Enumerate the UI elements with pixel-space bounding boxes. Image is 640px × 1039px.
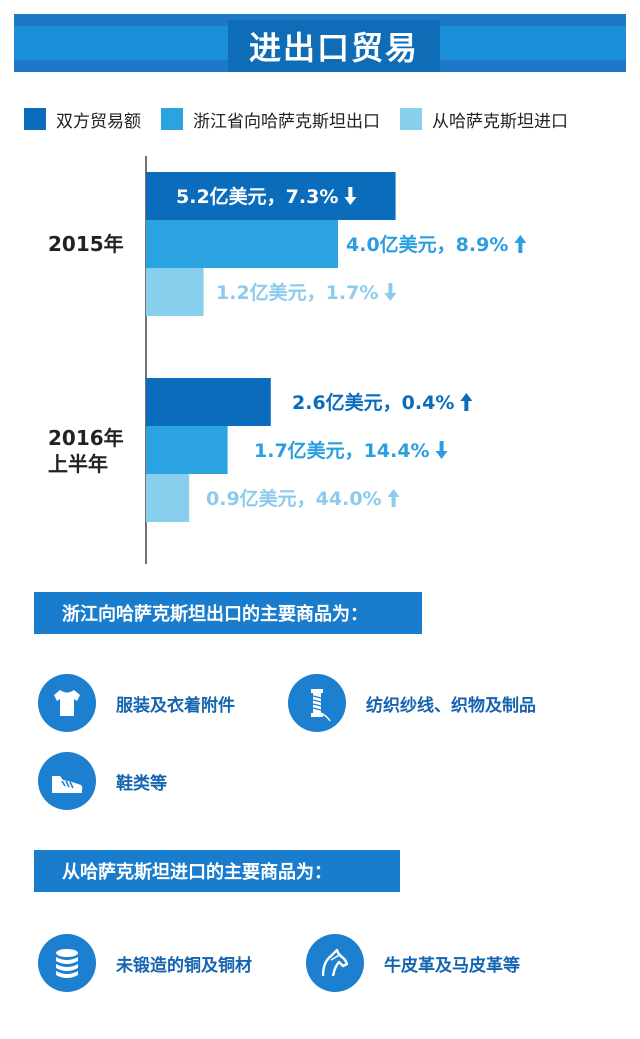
trade-bar-chart: 2015年 5.2亿美元，7.3% 4.0亿美元，8.9% 1.2亿美元，1.7% 20… bbox=[48, 156, 527, 564]
legend-swatch-import bbox=[400, 108, 422, 130]
copper-stack-icon bbox=[38, 934, 96, 992]
arrow-up-icon bbox=[387, 489, 400, 507]
legend-item-total: 双方贸易额 bbox=[24, 107, 141, 132]
bar-value-label: 1.7亿美元，14.4% bbox=[254, 439, 430, 462]
import-item-copper-label: 未锻造的铜及铜材 bbox=[116, 955, 252, 976]
arrow-down-icon bbox=[435, 441, 448, 459]
export-item-textile: 纺织纱线、织物及制品 bbox=[288, 674, 536, 732]
arrow-down-icon bbox=[384, 283, 397, 301]
export-item-shoes-label: 鞋类等 bbox=[116, 773, 167, 794]
bar-value-label: 5.2亿美元，7.3% bbox=[176, 185, 338, 208]
legend-swatch-total bbox=[24, 108, 46, 130]
exports-section-header: 浙江向哈萨克斯坦出口的主要商品为： bbox=[34, 592, 422, 634]
arrow-up-icon bbox=[460, 393, 473, 411]
legend-label-total: 双方贸易额 bbox=[56, 111, 141, 132]
bar bbox=[146, 474, 190, 522]
export-item-clothing-label: 服装及衣着附件 bbox=[116, 695, 235, 716]
bar bbox=[146, 268, 204, 316]
export-item-textile-label: 纺织纱线、织物及制品 bbox=[366, 695, 536, 716]
bar bbox=[146, 426, 228, 474]
export-item-shoes: 鞋类等 bbox=[38, 752, 167, 810]
bar bbox=[146, 172, 396, 220]
arrow-up-icon bbox=[514, 235, 527, 253]
year-label: 2016年 bbox=[48, 426, 124, 450]
export-item-clothing: 服装及衣着附件 bbox=[38, 674, 235, 732]
tshirt-icon bbox=[38, 674, 96, 732]
bar-value-label: 4.0亿美元，8.9% bbox=[346, 233, 508, 256]
horse-icon bbox=[306, 934, 364, 992]
legend-item-export: 浙江省向哈萨克斯坦出口 bbox=[161, 107, 380, 132]
import-item-leather: 牛皮革及马皮革等 bbox=[306, 934, 520, 992]
bar bbox=[146, 378, 271, 426]
imports-section-header: 从哈萨克斯坦进口的主要商品为： bbox=[34, 850, 400, 892]
year-label: 上半年 bbox=[48, 452, 108, 476]
legend-swatch-export bbox=[161, 108, 183, 130]
bar-value-label: 0.9亿美元，44.0% bbox=[206, 487, 382, 510]
bar-value-label: 2.6亿美元，0.4% bbox=[292, 391, 454, 414]
legend-item-import: 从哈萨克斯坦进口 bbox=[400, 107, 568, 132]
import-item-leather-label: 牛皮革及马皮革等 bbox=[384, 955, 520, 976]
bar bbox=[146, 220, 338, 268]
bar-value-label: 1.2亿美元，1.7% bbox=[216, 281, 378, 304]
spool-icon bbox=[288, 674, 346, 732]
shoe-icon bbox=[38, 752, 96, 810]
legend-label-import: 从哈萨克斯坦进口 bbox=[432, 111, 568, 132]
legend: 双方贸易额 浙江省向哈萨克斯坦出口 从哈萨克斯坦进口 bbox=[24, 106, 634, 132]
header-banner: 进出口贸易 bbox=[14, 14, 626, 72]
arrow-down-icon bbox=[344, 187, 357, 205]
year-label: 2015年 bbox=[48, 232, 124, 256]
page-title: 进出口贸易 bbox=[248, 29, 419, 67]
legend-label-export: 浙江省向哈萨克斯坦出口 bbox=[193, 111, 380, 132]
title-background bbox=[228, 20, 440, 72]
import-item-copper: 未锻造的铜及铜材 bbox=[38, 934, 252, 992]
